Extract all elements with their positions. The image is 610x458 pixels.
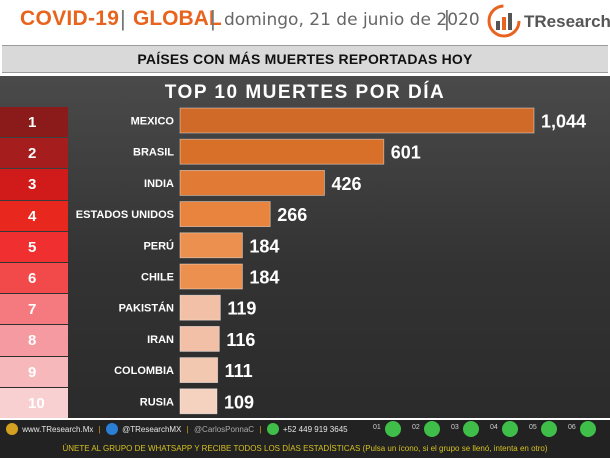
twitter-link-2[interactable]: @CarlosPonnaC <box>193 424 255 434</box>
category-label: INDIA <box>144 178 174 190</box>
bar <box>179 325 220 352</box>
title-separator: | <box>210 6 216 31</box>
value-label: 116 <box>226 330 255 350</box>
tresearch-logo: TResearch <box>487 4 610 38</box>
category-label: ESTADOS UNIDOS <box>76 209 174 221</box>
rank-cell: 8 <box>0 325 68 356</box>
whatsapp-icon[interactable] <box>580 421 596 437</box>
category-label: CHILE <box>141 272 174 284</box>
tresearch-logo-icon <box>487 4 521 38</box>
globe-icon <box>6 423 18 435</box>
rank-cell: 3 <box>0 169 68 200</box>
whatsapp-icon[interactable] <box>463 421 479 437</box>
logo-text: TResearch <box>524 12 610 31</box>
value-label: 601 <box>391 143 421 163</box>
bar <box>179 170 325 196</box>
value-label: 111 <box>225 361 253 381</box>
whatsapp-icon[interactable] <box>541 421 557 437</box>
footer-separator: | <box>259 424 262 434</box>
bar <box>179 388 218 415</box>
whatsapp-icon[interactable] <box>385 421 401 437</box>
category-label: RUSIA <box>140 396 174 408</box>
value-label: 119 <box>227 299 256 319</box>
title-separator: | <box>120 6 126 31</box>
title-separator: | <box>444 6 450 31</box>
global-title: GLOBAL <box>133 7 222 30</box>
whatsapp-group-number: 03 <box>451 424 459 431</box>
whatsapp-group-number: 01 <box>373 424 381 431</box>
category-label: BRASIL <box>133 147 174 159</box>
value-label: 184 <box>249 236 279 256</box>
footer: www.TResearch.Mx | @TResearchMX | @Carlo… <box>0 420 610 458</box>
bar <box>179 357 219 384</box>
bar <box>179 138 385 165</box>
footer-separator: | <box>98 424 101 434</box>
rank-cell: 4 <box>0 200 68 231</box>
bar-chart: MEXICO 1,044 BRASIL 601 INDIA 426 ESTADOS UNID… <box>76 107 586 415</box>
value-label: 1,044 <box>541 112 586 132</box>
subtitle: PAÍSES CON MÁS MUERTES REPORTADAS HOY <box>2 45 608 73</box>
chart-title: TOP 10 MUERTES POR DÍA <box>164 82 446 103</box>
phone-icon <box>266 423 279 435</box>
bar <box>179 294 221 321</box>
report-date: domingo, 21 de junio de 2020 <box>224 10 480 30</box>
rank-cell: 10 <box>0 387 68 418</box>
value-label: 184 <box>249 268 279 288</box>
category-label: MEXICO <box>131 116 175 128</box>
bar <box>179 107 535 134</box>
category-label: IRAN <box>147 334 174 346</box>
header-bar: COVID-19 | GLOBAL | domingo, 21 de junio… <box>0 0 610 44</box>
whatsapp-icon[interactable] <box>502 421 518 437</box>
phone-number: +52 449 919 3645 <box>282 424 348 434</box>
rank-cell: 9 <box>0 356 68 387</box>
footer-separator: | <box>186 424 189 434</box>
bar <box>179 201 271 227</box>
rank-cell: 7 <box>0 294 68 325</box>
twitter-link[interactable]: @TResearchMX <box>122 424 182 434</box>
whatsapp-icon[interactable] <box>424 421 440 437</box>
category-label: PERÚ <box>143 239 174 252</box>
bar <box>179 232 243 259</box>
rank-cell: 6 <box>0 263 68 294</box>
whatsapp-group-number: 05 <box>529 424 537 431</box>
value-label: 426 <box>331 174 361 194</box>
category-label: PAKISTÁN <box>119 302 174 315</box>
whatsapp-group-number: 02 <box>412 424 420 431</box>
footer-contacts: www.TResearch.Mx | @TResearchMX | @Carlo… <box>6 423 348 439</box>
bar <box>179 263 243 290</box>
covid-title: COVID-19 <box>20 7 120 30</box>
twitter-icon <box>105 423 118 435</box>
rank-cell: 2 <box>0 138 68 169</box>
value-label: 266 <box>277 205 307 225</box>
whatsapp-group-number: 06 <box>568 424 576 431</box>
footer-cta: ÚNETE AL GRUPO DE WHATSAPP Y RECIBE TODO… <box>62 444 548 453</box>
website-link[interactable]: www.TResearch.Mx <box>22 424 94 434</box>
category-label: COLOMBIA <box>114 365 174 377</box>
value-label: 109 <box>224 392 254 412</box>
rank-cell: 5 <box>0 231 68 262</box>
chart-panel: TOP 10 MUERTES POR DÍA 1 2 3 4 5 6 7 8 9 10 MEXIC… <box>0 76 610 418</box>
whatsapp-group-number: 04 <box>490 424 498 431</box>
rank-cell: 1 <box>0 107 68 138</box>
